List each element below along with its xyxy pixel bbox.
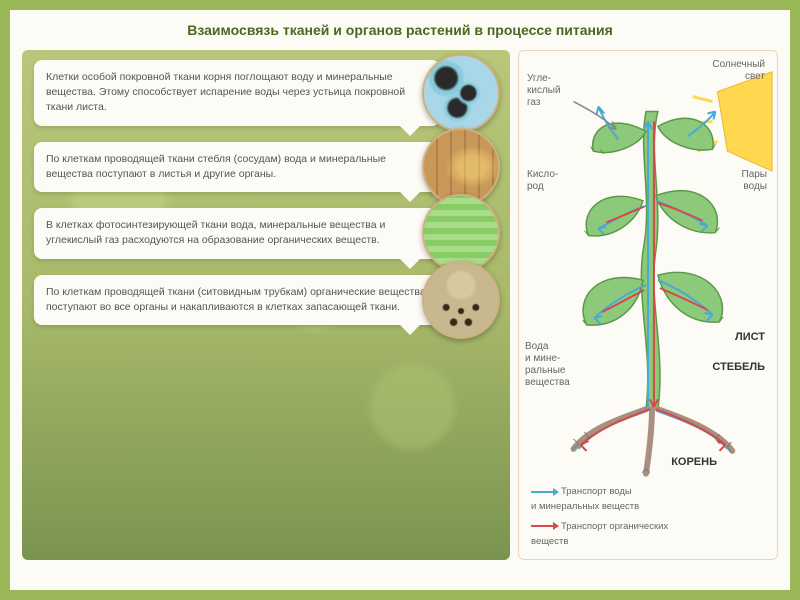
label-vapor: Пары воды bbox=[742, 169, 768, 193]
label-root: КОРЕНЬ bbox=[671, 456, 717, 469]
label-co2: Угле- кислый газ bbox=[527, 73, 561, 109]
arrow-red-icon bbox=[531, 525, 555, 527]
tissue-root-epidermis-icon bbox=[422, 54, 500, 132]
card-1-text: Клетки особой покровной ткани корня погл… bbox=[46, 71, 405, 113]
legend-water: Транспорт воды и минеральных веществ bbox=[531, 484, 668, 514]
arrow-blue-icon bbox=[531, 491, 555, 493]
legend: Транспорт воды и минеральных веществ Тра… bbox=[531, 484, 668, 549]
left-panel: Клетки особой покровной ткани корня погл… bbox=[22, 50, 510, 560]
card-3: В клетках фотосинтезирующей ткани вода, … bbox=[34, 208, 440, 258]
content: Клетки особой покровной ткани корня погл… bbox=[10, 50, 790, 560]
plant-diagram: Угле- кислый газ Солнечный свет Кисло- р… bbox=[518, 50, 778, 560]
label-water-minerals: Вода и мине- ральные вещества bbox=[525, 341, 570, 389]
card-4-text: По клеткам проводящей ткани (ситовидным … bbox=[46, 286, 426, 313]
label-leaf: ЛИСТ bbox=[735, 331, 765, 344]
label-o2: Кисло- род bbox=[527, 169, 558, 193]
card-2-text: По клеткам проводящей ткани стебля (сосу… bbox=[46, 153, 386, 180]
label-sun: Солнечный свет bbox=[712, 59, 765, 83]
card-4: По клеткам проводящей ткани (ситовидным … bbox=[34, 275, 440, 325]
legend-organic: Транспорт органических веществ bbox=[531, 519, 668, 549]
label-stem: СТЕБЕЛЬ bbox=[712, 361, 765, 374]
page-title: Взаимосвязь тканей и органов растений в … bbox=[10, 10, 790, 50]
card-2: По клеткам проводящей ткани стебля (сосу… bbox=[34, 142, 440, 192]
card-1: Клетки особой покровной ткани корня погл… bbox=[34, 60, 440, 126]
tissue-sieve-tube-icon bbox=[422, 261, 500, 339]
card-3-text: В клетках фотосинтезирующей ткани вода, … bbox=[46, 219, 385, 246]
